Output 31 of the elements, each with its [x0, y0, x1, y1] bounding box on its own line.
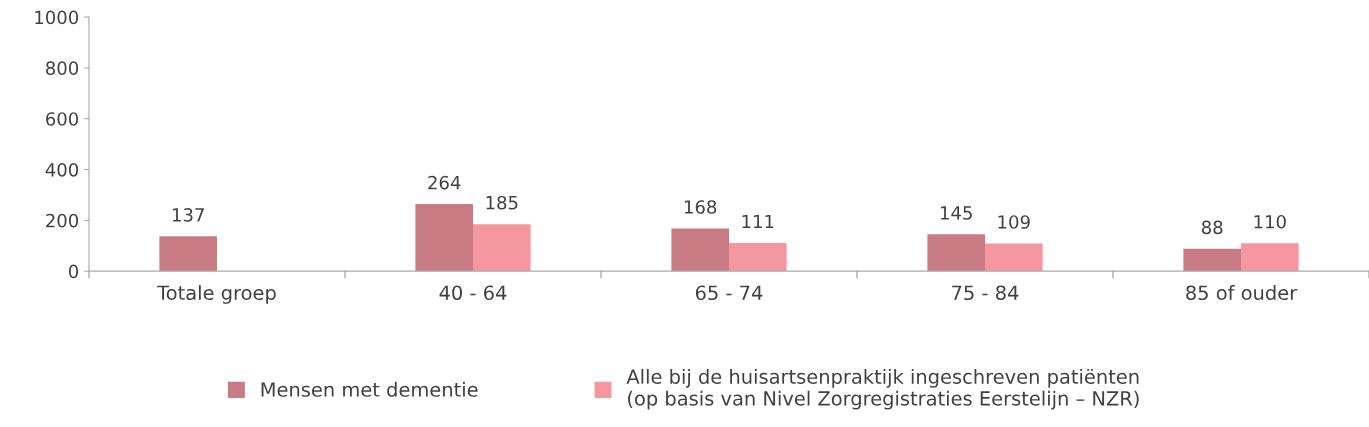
y-tick-label: 600 [46, 112, 79, 126]
data-label: 137 [172, 208, 204, 222]
bar [927, 234, 985, 272]
data-label: 111 [742, 214, 774, 229]
legend-label: Alle bij de huisartsenpraktijk ingeschreven patiënten (op basis van Nivel Zorgregistraties Eerstelijn – NZR) [626, 368, 1139, 410]
data-label: 168 [684, 200, 717, 214]
data-label: 264 [428, 175, 461, 190]
bar [415, 204, 473, 272]
x-tick-label: 65 - 74 [695, 285, 763, 301]
legend-label: Mensen met dementie [261, 381, 478, 397]
y-tick-label: 800 [46, 61, 79, 76]
data-label: 109 [998, 215, 1030, 229]
data-label: 110 [1254, 214, 1286, 229]
bar [671, 228, 729, 272]
x-tick-label: 40 - 64 [439, 285, 507, 301]
y-tick-label: 200 [46, 213, 79, 228]
data-label: 185 [486, 195, 518, 210]
bar [1183, 248, 1241, 272]
bar [1241, 243, 1299, 272]
y-tick-label: 400 [45, 162, 79, 177]
y-tick-label: 1000 [35, 10, 79, 25]
data-label: 145 [940, 206, 972, 220]
x-tick-label: 85 of ouder [1186, 285, 1298, 301]
bar [728, 242, 787, 272]
data-label: 88 [1201, 220, 1223, 235]
x-tick-label: 75 - 84 [952, 285, 1019, 301]
bar [985, 243, 1043, 272]
y-tick-label: 0 [68, 264, 79, 279]
bar [472, 224, 531, 272]
x-tick-label: Totale groep [157, 285, 276, 304]
bar [159, 236, 217, 272]
